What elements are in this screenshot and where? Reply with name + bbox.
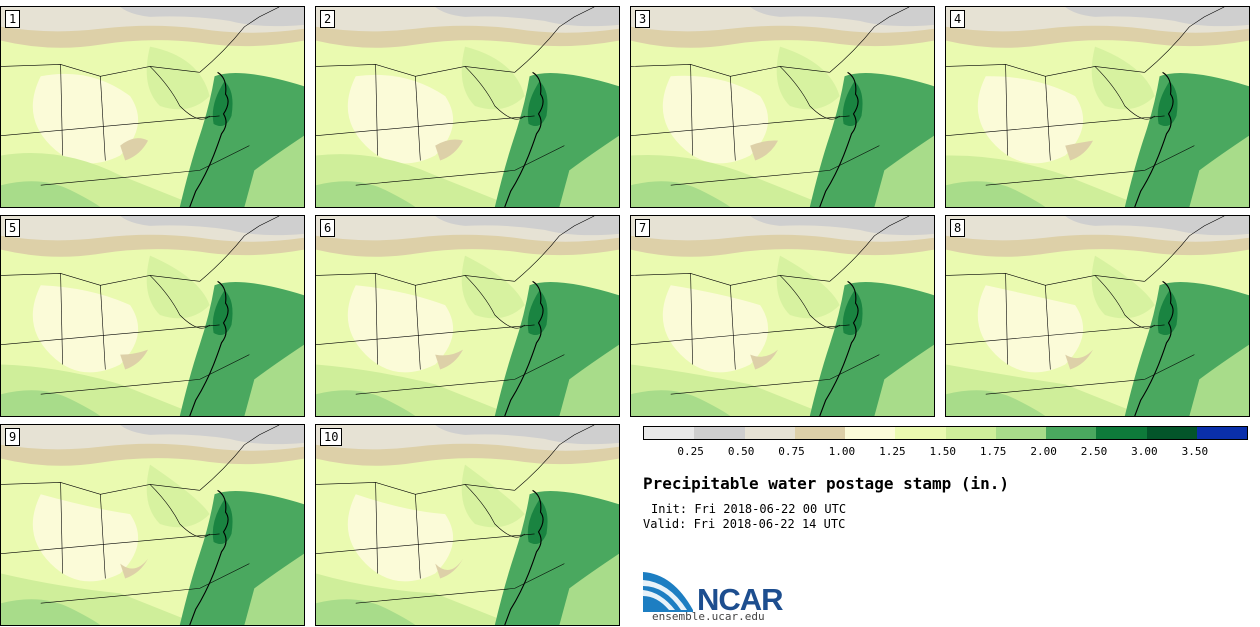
legend-label: 1.50 bbox=[929, 445, 957, 458]
legend-swatch bbox=[845, 427, 896, 439]
legend-label: 3.00 bbox=[1131, 445, 1158, 458]
legend-swatch bbox=[694, 427, 745, 439]
member-number: 3 bbox=[635, 10, 651, 28]
color-legend-bar bbox=[643, 426, 1248, 440]
legend-swatch bbox=[1196, 427, 1247, 439]
member-number: 6 bbox=[320, 219, 336, 237]
color-legend-labels: 0.25 0.50 0.75 1.00 1.25 1.50 1.75 2.00 2.50 3.00… bbox=[630, 445, 1260, 459]
valid-time: Valid: Fri 2018-06-22 14 UTC bbox=[643, 517, 846, 531]
ensemble-member-panel: 2 bbox=[315, 6, 620, 208]
ensemble-member-panel: 5 bbox=[0, 215, 305, 417]
ensemble-member-panel: 7 bbox=[630, 215, 935, 417]
member-number: 8 bbox=[950, 219, 966, 237]
ncar-wordmark: NCAR bbox=[697, 582, 784, 617]
legend-swatch bbox=[945, 427, 996, 439]
member-number: 1 bbox=[5, 10, 21, 28]
legend-label: 1.00 bbox=[828, 445, 856, 458]
ensemble-member-panel: 9 bbox=[0, 424, 305, 626]
ensemble-member-panel: 6 bbox=[315, 215, 620, 417]
legend-swatch bbox=[744, 427, 795, 439]
ensemble-member-panel: 3 bbox=[630, 6, 935, 208]
member-number: 2 bbox=[320, 10, 336, 28]
legend-label: 0.75 bbox=[778, 445, 805, 458]
member-number: 5 bbox=[5, 219, 21, 237]
member-number: 4 bbox=[950, 10, 966, 28]
init-time: Init: Fri 2018-06-22 00 UTC bbox=[651, 502, 847, 516]
legend-label: 2.50 bbox=[1080, 445, 1108, 458]
ncar-logo-icon bbox=[643, 572, 693, 612]
legend-swatch bbox=[1096, 427, 1147, 439]
legend-swatch bbox=[1146, 427, 1197, 439]
figure-title: Precipitable water postage stamp (in.) bbox=[643, 474, 1010, 493]
logo-url[interactable]: ensemble.ucar.edu bbox=[652, 610, 765, 623]
legend-swatch bbox=[644, 427, 695, 439]
legend-label: 3.50 bbox=[1181, 445, 1209, 458]
legend-swatch bbox=[794, 427, 845, 439]
ensemble-member-panel: 8 bbox=[945, 215, 1250, 417]
ensemble-member-panel: 1 bbox=[0, 6, 305, 208]
ensemble-member-panel: 10 bbox=[315, 424, 620, 626]
legend-label: 1.25 bbox=[879, 445, 906, 458]
legend-swatch bbox=[895, 427, 946, 439]
legend-label: 2.00 bbox=[1030, 445, 1057, 458]
legend-label: 1.75 bbox=[979, 445, 1007, 458]
legend-swatch bbox=[995, 427, 1046, 439]
ensemble-member-panel: 4 bbox=[945, 6, 1250, 208]
member-number: 10 bbox=[320, 428, 343, 446]
legend-label: 0.50 bbox=[727, 445, 755, 458]
member-number: 9 bbox=[5, 428, 21, 446]
legend-label: 0.25 bbox=[677, 445, 704, 458]
legend-swatch bbox=[1046, 427, 1097, 439]
member-number: 7 bbox=[635, 219, 651, 237]
